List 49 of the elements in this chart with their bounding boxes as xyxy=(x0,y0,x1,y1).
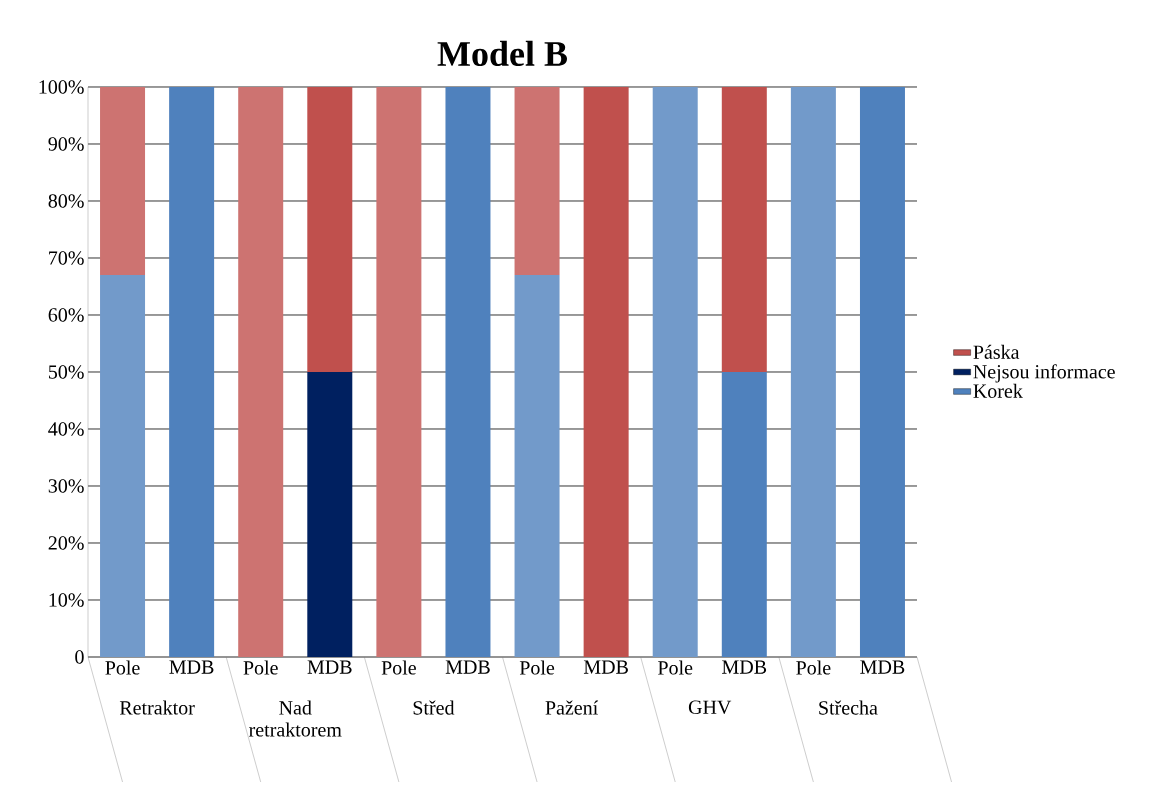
bar xyxy=(652,86,698,657)
y-tick-label: 0 xyxy=(75,650,84,664)
text: Nad retraktorem xyxy=(249,700,342,737)
bar xyxy=(514,275,560,657)
text: Střecha xyxy=(819,700,878,715)
y-tick-label: 80% xyxy=(48,194,84,208)
y-tick-label: 90% xyxy=(48,137,84,151)
bar xyxy=(514,86,560,276)
text: GHV xyxy=(688,700,732,715)
x-tick-label: Pole xyxy=(381,660,416,675)
x-tick-label: MDB xyxy=(307,660,352,674)
y-tick-label: 20% xyxy=(48,536,84,550)
x-tick-label: Pole xyxy=(658,660,693,675)
y-tick-label: 50% xyxy=(48,365,84,379)
y-tick-label: 40% xyxy=(48,422,84,436)
y-tick-label: 70% xyxy=(49,251,84,265)
bar xyxy=(376,86,422,657)
y-tick-label: 60% xyxy=(48,308,84,322)
bar xyxy=(445,86,491,657)
y-tick-label: 10% xyxy=(49,593,84,607)
bar xyxy=(100,275,146,657)
legend-label: Nejsou informace xyxy=(973,364,1115,383)
y-tick-label: 100% xyxy=(39,80,84,94)
x-tick-label: Pole xyxy=(243,660,278,675)
x-tick-label: MDB xyxy=(445,660,490,674)
x-tick-label: MDB xyxy=(722,660,767,674)
bar xyxy=(307,86,353,372)
legend-label: Korek xyxy=(973,383,1023,398)
bar xyxy=(721,86,767,372)
bar xyxy=(790,86,836,657)
x-tick-label: Pole xyxy=(519,660,555,675)
bar xyxy=(238,86,284,657)
bar xyxy=(583,86,629,657)
x-tick-label: Pole xyxy=(105,660,140,675)
chart-title: Model B xyxy=(437,40,568,67)
text: Retraktor xyxy=(119,700,195,715)
x-tick-label: Pole xyxy=(796,660,831,675)
y-tick-label: 30% xyxy=(48,479,84,493)
legend-label: Páska xyxy=(973,344,1020,359)
bar xyxy=(100,86,146,276)
x-tick-label: MDB xyxy=(583,660,628,674)
bar xyxy=(721,372,767,657)
text: Pažení xyxy=(545,700,599,715)
x-tick-label: MDB xyxy=(169,660,214,674)
x-tick-label: MDB xyxy=(860,660,905,674)
text: Střed xyxy=(413,700,455,715)
bar xyxy=(859,86,905,657)
bar xyxy=(169,86,215,657)
bar xyxy=(307,372,353,657)
